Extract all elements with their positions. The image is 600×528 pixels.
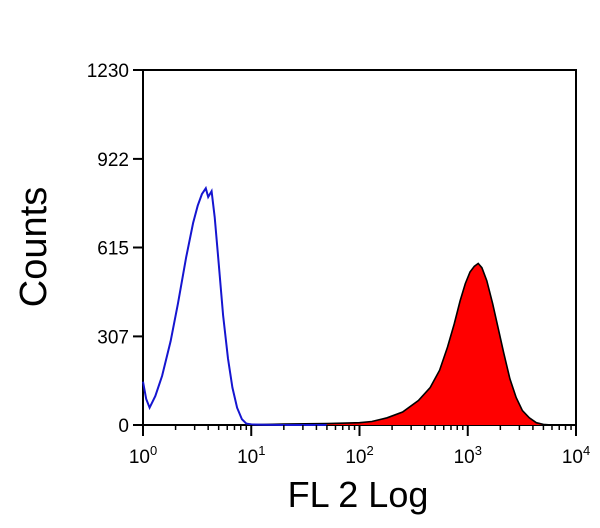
series-0-line xyxy=(142,185,327,426)
x-axis-label: FL 2 Log xyxy=(288,474,429,515)
y-tick-label-4: 1230 xyxy=(87,61,129,82)
y-tick-label-3: 922 xyxy=(97,150,129,171)
blue-series-layer xyxy=(142,185,327,426)
ticks-layer: 0 307 615 922 1230 100 101 102 103 104 xyxy=(87,61,590,468)
y-axis-label: Counts xyxy=(13,187,55,307)
x-tick-label-4: 104 xyxy=(562,443,590,468)
y-tick-label-1: 307 xyxy=(97,327,129,348)
series-1-area xyxy=(240,263,553,425)
y-tick-label-2: 615 xyxy=(97,239,129,260)
x-tick-label-2: 102 xyxy=(345,443,373,468)
series-1-outline xyxy=(240,262,553,426)
red-series-layer xyxy=(240,262,553,426)
y-tick-label-0: 0 xyxy=(118,416,129,437)
x-tick-label-3: 103 xyxy=(454,443,482,468)
x-tick-label-0: 100 xyxy=(129,443,157,468)
x-tick-label-1: 101 xyxy=(237,443,265,468)
plot-frame xyxy=(142,69,577,426)
